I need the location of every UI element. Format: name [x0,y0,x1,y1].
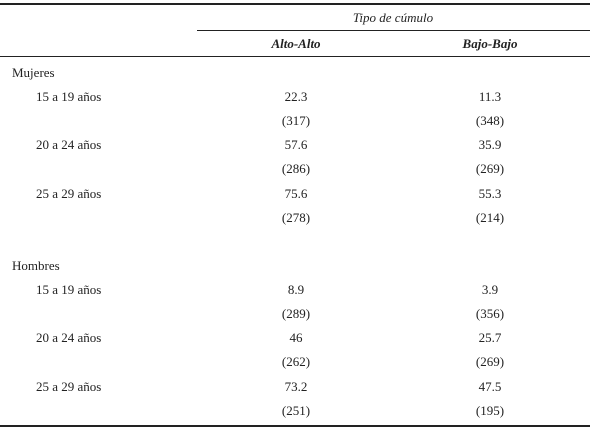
cell-value: 55.3 [478,185,502,201]
column-header: Alto-Alto [271,36,321,51]
cell-count: (317) [281,113,311,129]
cell-count: (269) [475,161,505,177]
subheader-rule [0,56,590,57]
header-title: Tipo de cúmulo [352,10,434,25]
header-rule [197,30,590,31]
bottom-rule [0,425,590,427]
row-label: 20 a 24 años [36,137,102,153]
row-label: 25 a 29 años [36,185,102,201]
cell-count: (195) [475,402,505,418]
cell-value: 22.3 [284,89,308,105]
top-rule [0,3,590,5]
cell-value: 11.3 [478,89,502,105]
cell-count: (278) [281,209,311,225]
row-label: 20 a 24 años [36,330,102,346]
cell-value: 75.6 [284,185,308,201]
cell-count: (348) [475,113,505,129]
cell-count: (289) [281,306,311,322]
cell-value: 47.5 [478,378,502,394]
group-label: Mujeres [12,65,55,80]
cell-count: (251) [281,402,311,418]
cell-count: (356) [475,306,505,322]
cell-value: 3.9 [481,282,499,298]
cell-value: 57.6 [284,137,308,153]
row-label: 15 a 19 años [36,89,102,105]
cell-value: 8.9 [287,282,305,298]
cell-count: (269) [475,354,505,370]
cell-value: 35.9 [478,137,502,153]
group-label: Hombres [12,258,60,273]
row-label: 25 a 29 años [36,378,102,394]
row-label: 15 a 19 años [36,282,102,298]
cell-count: (214) [475,209,505,225]
cell-value: 46 [289,330,303,346]
column-header: Bajo-Bajo [462,36,518,51]
cell-count: (262) [281,354,311,370]
cell-value: 25.7 [478,330,502,346]
cell-value: 73.2 [284,378,308,394]
cell-count: (286) [281,161,311,177]
